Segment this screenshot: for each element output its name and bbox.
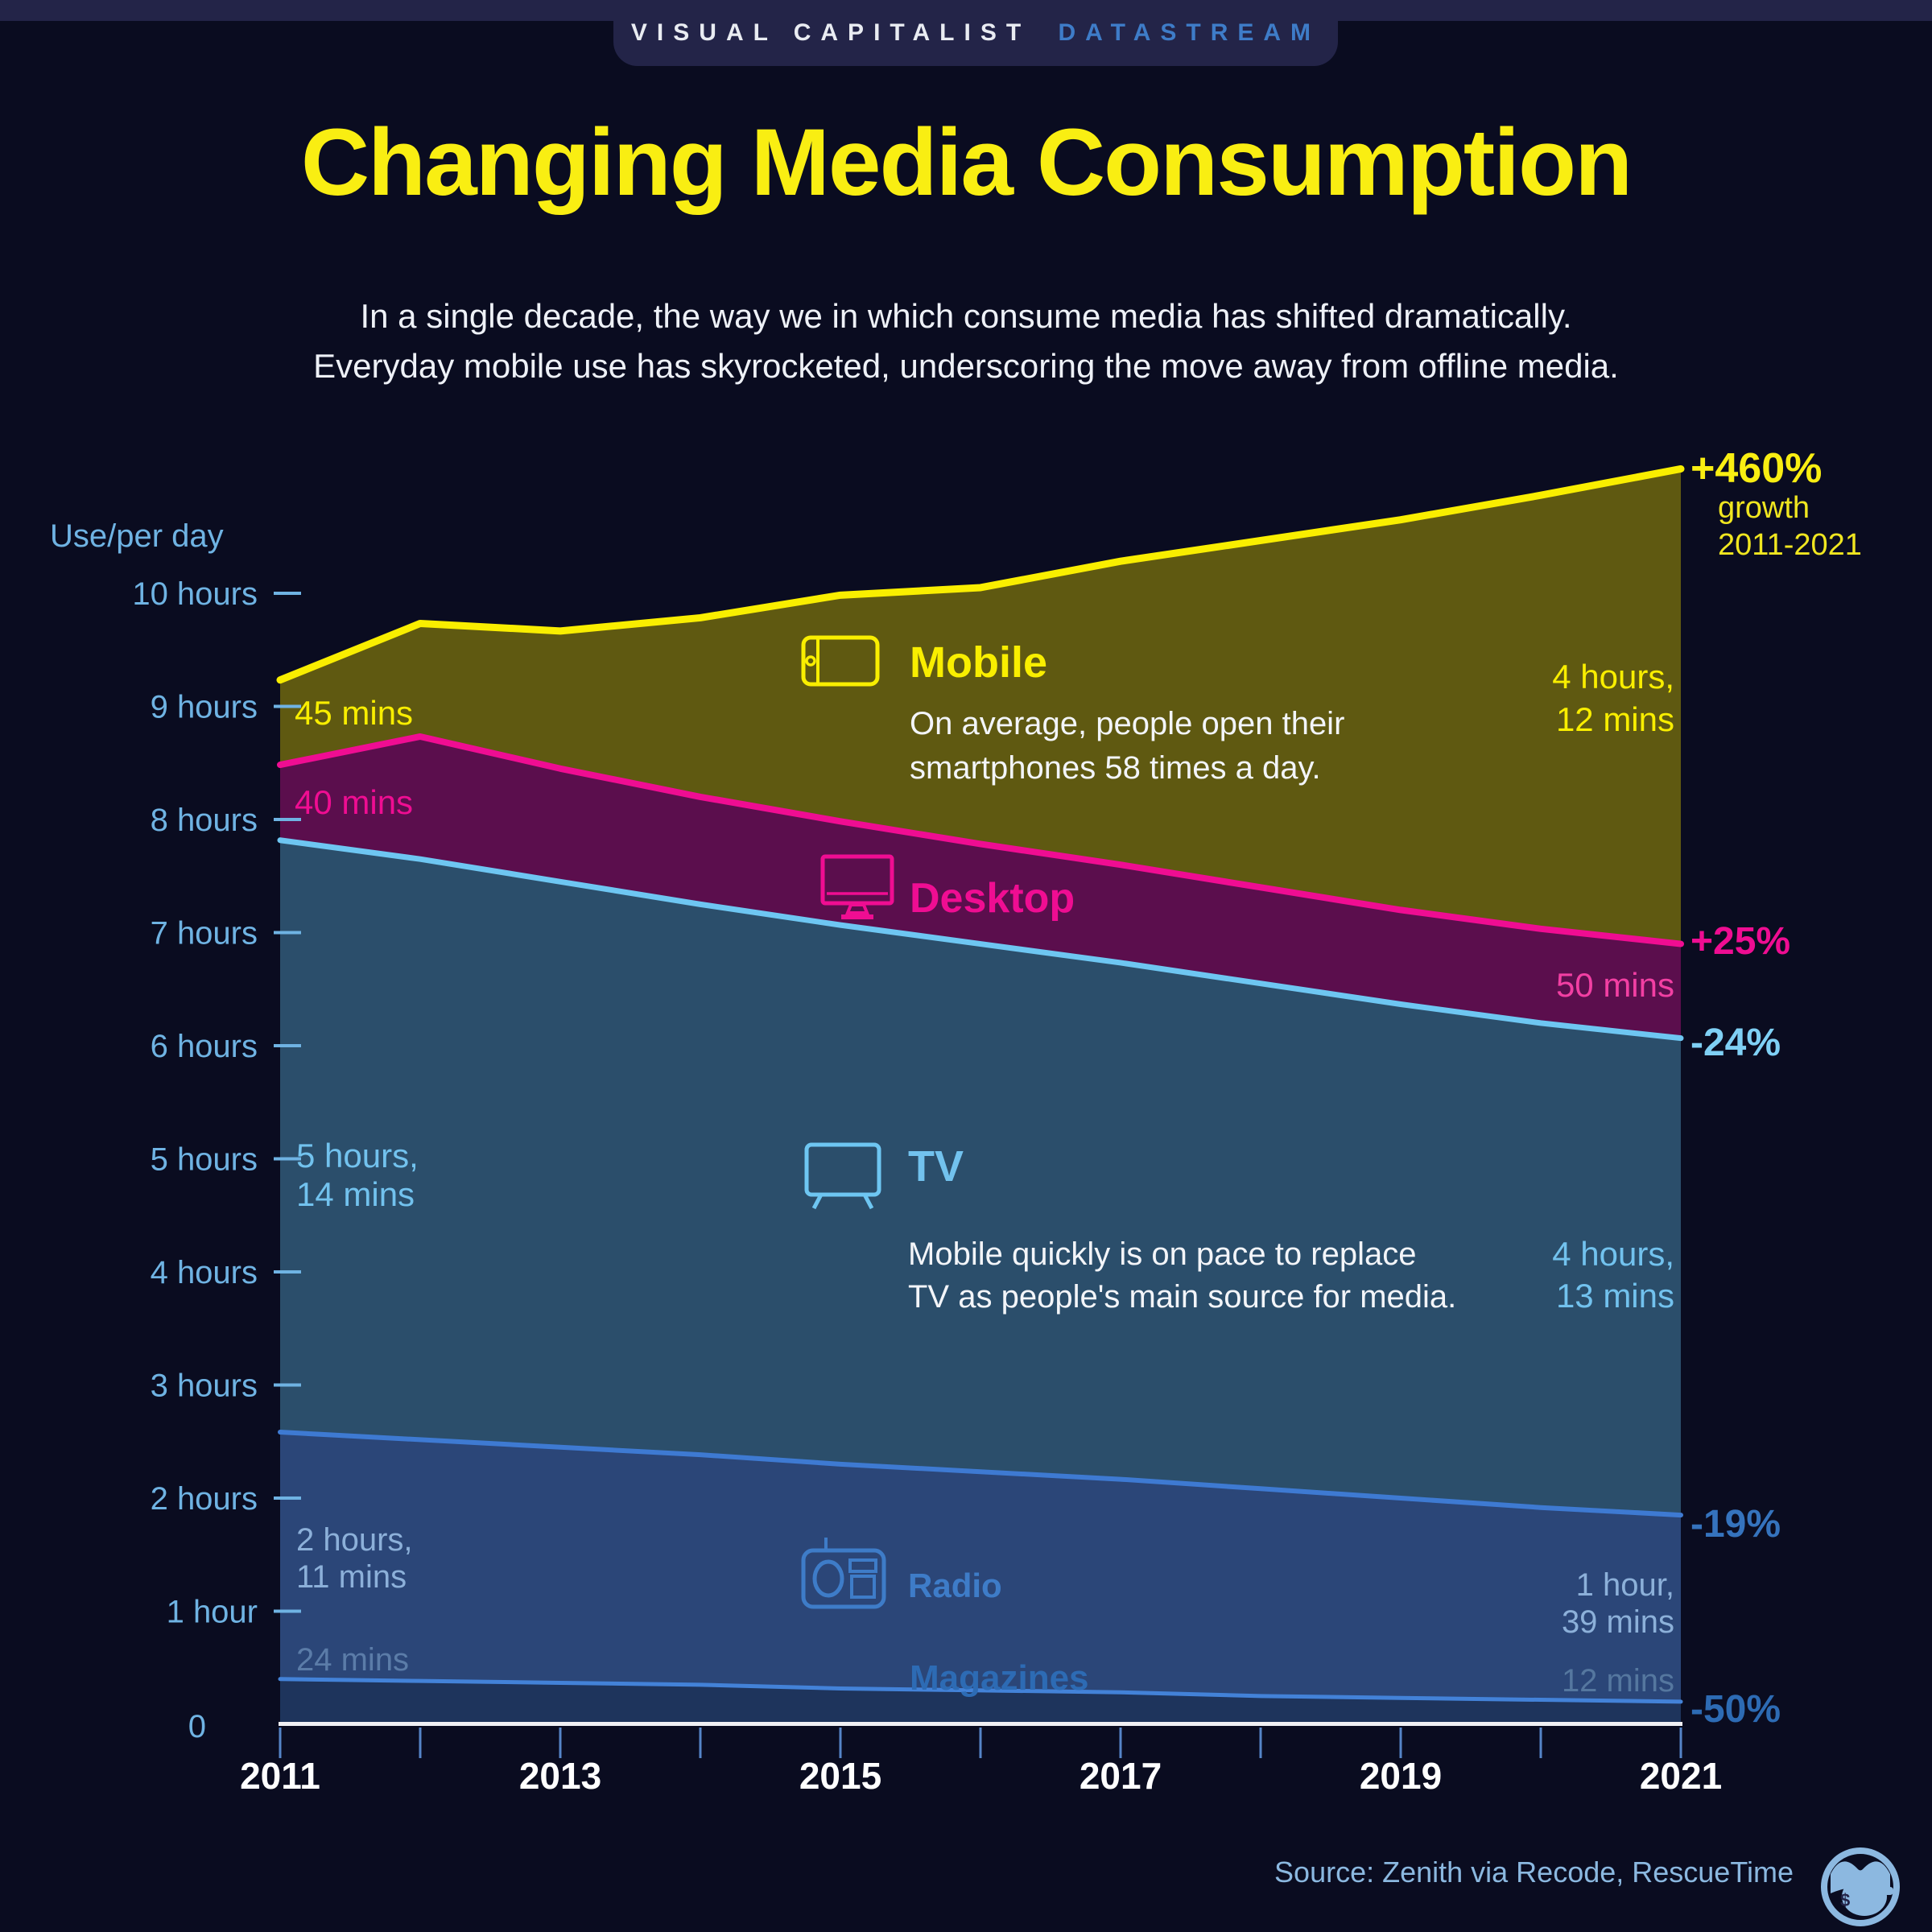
radio-label: Radio: [908, 1567, 1002, 1604]
desktop-label: Desktop: [910, 875, 1075, 922]
mobile-note: On average, people open their smartphone…: [910, 706, 1345, 786]
banner-tab: VISUAL CAPITALIST DATASTREAM: [613, 0, 1338, 66]
y-tick-label: 2 hours: [151, 1481, 258, 1517]
tv-note: Mobile quickly is on pace to replace TV …: [908, 1236, 1457, 1315]
mobile-phone-icon: [801, 635, 880, 687]
area-mobile: [280, 469, 1681, 944]
y-tick-label: 5 hours: [151, 1142, 258, 1178]
y-tick-label: 9 hours: [151, 690, 258, 725]
area-tv: [280, 840, 1681, 1516]
page-title: Changing Media Consumption: [300, 109, 1633, 216]
tv-2011-value: 5 hours, 14 mins: [296, 1137, 419, 1213]
x-tick-label: 2013: [519, 1755, 601, 1797]
desktop-2011-value: 40 mins: [295, 783, 414, 821]
tv-label: TV: [908, 1142, 964, 1191]
area-desktop: [280, 736, 1681, 1038]
magazines-label: Magazines: [910, 1658, 1089, 1698]
banner-brand: VISUAL CAPITALIST: [630, 19, 1031, 46]
radio-2021-value: 1 hour, 39 mins: [1561, 1567, 1674, 1640]
desktop-monitor-icon: [820, 854, 894, 919]
y-axis-title: Use/per day: [50, 518, 224, 554]
mobile-growth-badge: +460%: [1690, 445, 1823, 492]
line-radio: [278, 1430, 1683, 1518]
y-tick-label: 4 hours: [151, 1255, 258, 1290]
banner-text: VISUAL CAPITALIST DATASTREAM: [631, 19, 1320, 47]
mobile-2011-value: 45 mins: [295, 694, 414, 732]
mobile-growth-caption: growth 2011-2021: [1718, 491, 1862, 562]
tv-2021-value: 4 hours, 13 mins: [1552, 1235, 1674, 1315]
magazines-2011-value: 24 mins: [296, 1642, 410, 1678]
y-tick-label: 6 hours: [151, 1029, 258, 1064]
svg-text:$: $: [1840, 1890, 1850, 1910]
x-tick-label: 2015: [799, 1755, 881, 1797]
x-tick-label: 2019: [1360, 1755, 1442, 1797]
desktop-2021-value: 50 mins: [1555, 966, 1674, 1004]
x-tick-label: 2017: [1080, 1755, 1162, 1797]
x-tick-label: 2011: [240, 1755, 320, 1797]
radio-icon: [801, 1538, 886, 1609]
radio-2011-value: 2 hours, 11 mins: [296, 1522, 413, 1595]
visual-capitalist-logo: $: [1821, 1847, 1900, 1926]
y-tick-label: 8 hours: [151, 803, 258, 838]
line-desktop: [277, 733, 1684, 947]
banner-series: DATASTREAM: [1058, 19, 1321, 46]
magazines-growth-badge: -50%: [1690, 1688, 1781, 1731]
tv-growth-badge: -24%: [1690, 1022, 1781, 1064]
x-tick-label: 2021: [1640, 1755, 1722, 1797]
source-credit: Source: Zenith via Recode, RescueTime: [1274, 1856, 1794, 1889]
mobile-label: Mobile: [910, 638, 1047, 687]
area-magazines: [280, 1678, 1681, 1724]
area-radio: [280, 1432, 1681, 1702]
magazines-2021-value: 12 mins: [1561, 1663, 1674, 1699]
y-tick-label: 3 hours: [151, 1368, 258, 1404]
desktop-growth-badge: +25%: [1690, 920, 1791, 963]
x-axis-line: [279, 1722, 1682, 1726]
y-tick-label: 1 hour: [167, 1595, 258, 1630]
line-tv: [277, 837, 1684, 1042]
radio-growth-badge: -19%: [1690, 1503, 1781, 1546]
subtitle: In a single decade, the way we in which …: [313, 297, 1619, 385]
y-tick-label: 10 hours: [132, 576, 258, 612]
line-mobile: [276, 464, 1685, 684]
line-magazines: [278, 1677, 1683, 1704]
y-zero-label: 0: [188, 1709, 206, 1744]
mobile-2021-value: 4 hours, 12 mins: [1552, 658, 1674, 738]
tv-icon: [804, 1142, 881, 1210]
y-tick-label: 7 hours: [151, 916, 258, 952]
